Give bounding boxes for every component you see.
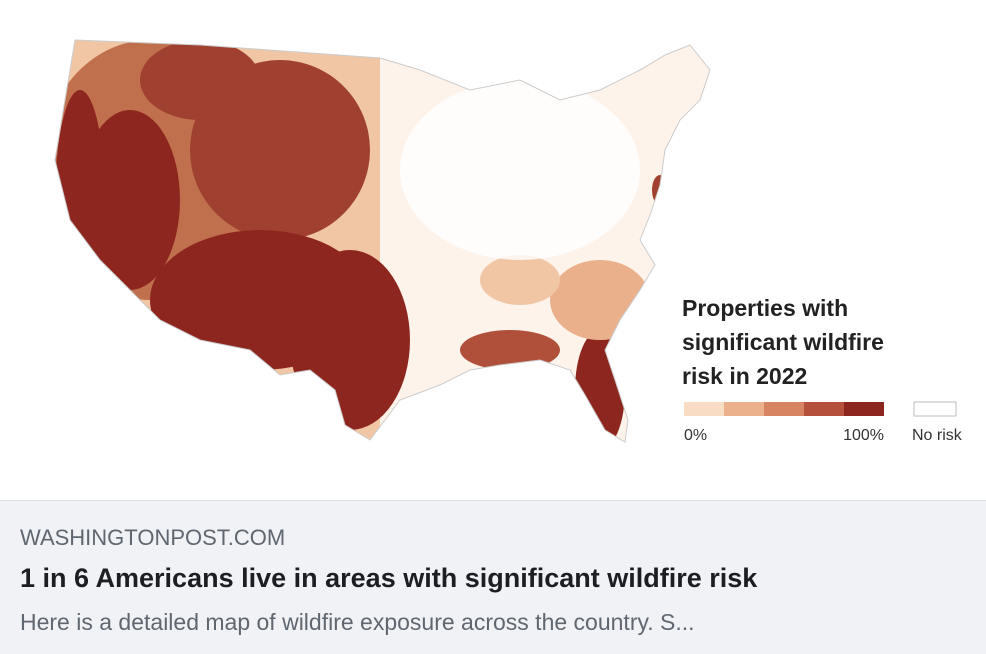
legend-swatch bbox=[913, 401, 957, 417]
headline[interactable]: 1 in 6 Americans live in areas with sign… bbox=[20, 563, 758, 593]
legend-min: 0% bbox=[684, 427, 707, 444]
legend-swatch bbox=[764, 402, 804, 416]
legend: Properties with significant wildfire ris… bbox=[682, 295, 963, 444]
legend-title: Properties with bbox=[682, 295, 848, 321]
link-meta: WASHINGTONPOST.COM 1 in 6 Americans live… bbox=[0, 500, 986, 654]
legend-title: risk in 2022 bbox=[682, 363, 807, 389]
legend-title: significant wildfire bbox=[682, 329, 884, 355]
map-image: Properties with significant wildfire ris… bbox=[54, 39, 963, 444]
site-domain: WASHINGTONPOST.COM bbox=[20, 525, 286, 550]
wildfire-map bbox=[55, 40, 710, 442]
legend-swatch bbox=[804, 402, 844, 416]
legend-none: No risk bbox=[912, 427, 963, 444]
legend-max: 100% bbox=[843, 427, 884, 444]
legend-swatch bbox=[844, 402, 884, 416]
legend-swatch bbox=[724, 402, 764, 416]
legend-swatch bbox=[684, 402, 724, 416]
description: Here is a detailed map of wildfire expos… bbox=[20, 609, 695, 635]
